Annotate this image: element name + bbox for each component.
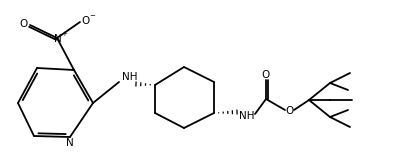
Text: N: N [54,34,62,44]
Text: N: N [66,138,74,148]
Text: O: O [286,106,294,116]
Text: +: + [61,31,67,37]
Text: O: O [20,19,28,29]
Text: NH: NH [239,111,255,121]
Text: O: O [262,70,270,80]
Text: −: − [89,13,95,19]
Text: NH: NH [122,72,138,82]
Text: O: O [82,16,90,26]
